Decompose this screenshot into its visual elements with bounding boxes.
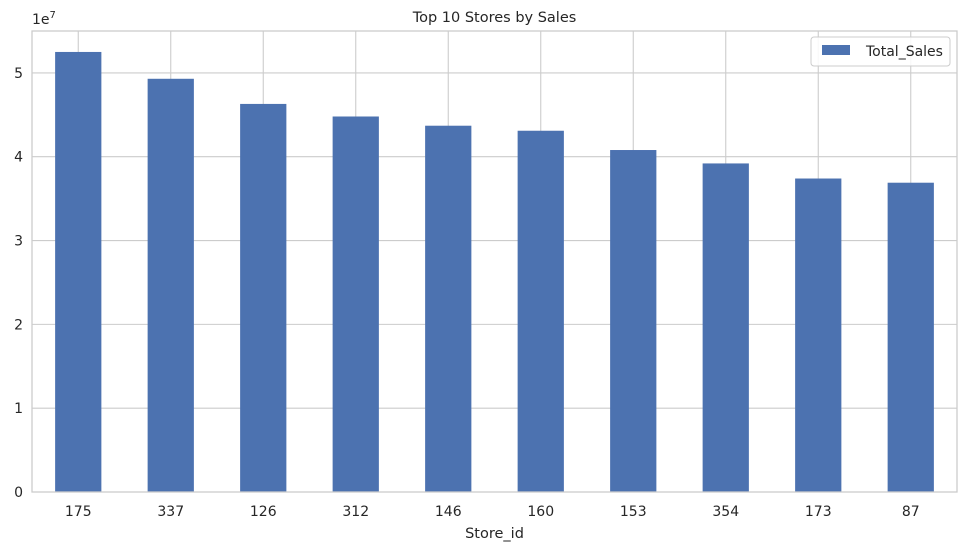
y-tick-labels: 0 1 2 3 4 5 — [14, 66, 23, 501]
bar-175 — [55, 51, 102, 493]
x-tick-labels: 175 337 126 312 146 160 153 354 173 87 — [65, 504, 920, 520]
bar-173 — [795, 178, 842, 492]
bar-126 — [240, 103, 287, 493]
x-tick-label: 337 — [157, 504, 184, 520]
legend-label: Total_Sales — [865, 44, 943, 60]
x-tick-label: 175 — [65, 504, 92, 520]
x-tick-label: 312 — [342, 504, 369, 520]
bar-312 — [332, 116, 379, 493]
bar-337 — [147, 78, 194, 492]
plot-frame — [31, 30, 958, 493]
y-tick-label: 4 — [14, 150, 23, 166]
x-tick-label: 87 — [902, 504, 920, 520]
y-tick-label: 2 — [14, 317, 23, 333]
legend-box — [810, 36, 951, 67]
legend: Total_Sales — [810, 36, 951, 67]
y-tick-label: 3 — [14, 234, 23, 250]
x-tick-label: 146 — [435, 504, 462, 520]
x-tick-label: 173 — [805, 504, 832, 520]
legend-swatch — [822, 45, 850, 55]
y-tick-label: 5 — [14, 66, 23, 82]
x-tick-label: 126 — [250, 504, 277, 520]
x-tick-label: 153 — [620, 504, 647, 520]
bar-160 — [517, 130, 564, 492]
chart-title: Top 10 Stores by Sales — [412, 10, 577, 26]
x-tick-label: 160 — [527, 504, 554, 520]
bar-153 — [610, 150, 657, 492]
y-tick-label: 1 — [14, 401, 23, 417]
bar-87 — [887, 182, 934, 492]
x-axis-label: Store_id — [465, 526, 524, 542]
bar-146 — [425, 125, 472, 493]
bar-354 — [702, 163, 749, 492]
y-axis-offset-text: 1e7 — [32, 10, 56, 28]
bars — [55, 51, 934, 493]
x-tick-label: 354 — [712, 504, 739, 520]
y-tick-label: 0 — [14, 485, 23, 501]
